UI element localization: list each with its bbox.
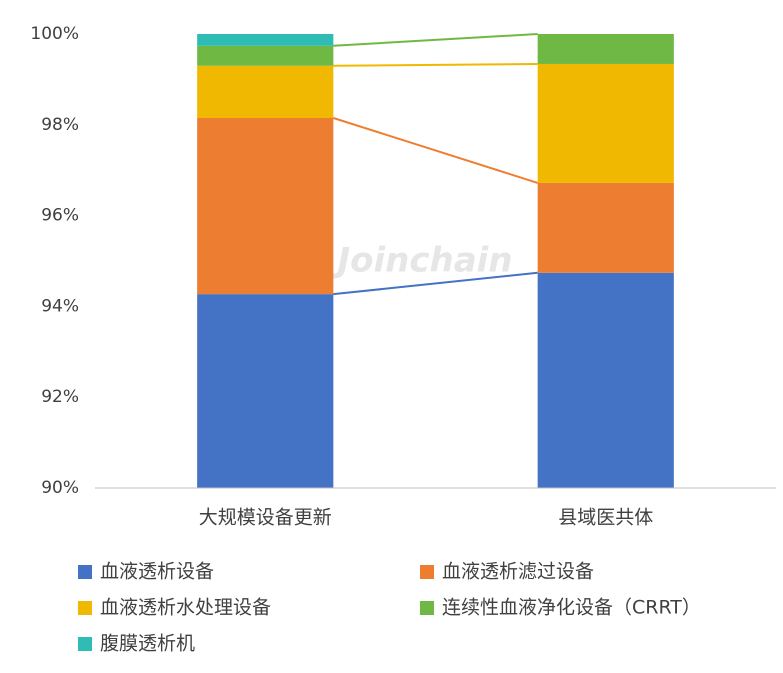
- bar-segment: [537, 34, 674, 64]
- y-tick-label: 98%: [41, 115, 79, 135]
- legend-label: 血液透析滤过设备: [442, 561, 594, 583]
- watermark: Joinchain: [331, 241, 512, 281]
- bar-segment: [537, 63, 674, 183]
- bar-segment: [197, 117, 334, 295]
- x-tick-label: 大规模设备更新: [199, 507, 332, 529]
- y-tick-label: 94%: [41, 296, 79, 316]
- y-tick-label: 96%: [41, 206, 79, 226]
- series-line: [333, 33, 538, 47]
- legend-label: 连续性血液净化设备（CRRT）: [442, 597, 701, 619]
- bar-segment: [537, 272, 674, 488]
- series-line: [333, 117, 538, 184]
- x-tick-label: 县域医共体: [558, 507, 653, 529]
- y-tick-label: 92%: [41, 387, 79, 407]
- bar-segment: [537, 182, 674, 273]
- legend-label: 腹膜透析机: [100, 633, 195, 655]
- legend-label: 血液透析水处理设备: [100, 597, 271, 619]
- legend-swatch: [420, 565, 434, 579]
- legend-swatch: [78, 565, 92, 579]
- bar-segment: [197, 34, 334, 46]
- bar-segment: [197, 65, 334, 118]
- legend-swatch: [420, 601, 434, 615]
- y-tick-label: 100%: [30, 24, 79, 44]
- bar-segment: [197, 294, 334, 488]
- bar-segment: [197, 45, 334, 66]
- series-line: [333, 271, 538, 296]
- legend-swatch: [78, 601, 92, 615]
- series-line: [333, 62, 538, 67]
- y-tick-label: 90%: [41, 478, 79, 498]
- legend-label: 血液透析设备: [100, 561, 214, 583]
- legend-swatch: [78, 637, 92, 651]
